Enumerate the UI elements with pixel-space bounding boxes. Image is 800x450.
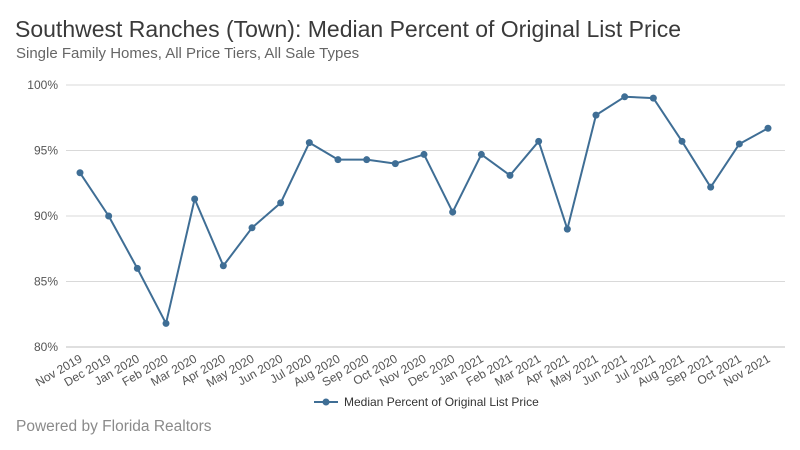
data-point[interactable] (707, 183, 715, 191)
y-tick-label: 80% (34, 340, 58, 354)
data-point[interactable] (621, 93, 629, 101)
data-point[interactable] (563, 225, 571, 233)
data-point[interactable] (191, 195, 199, 203)
data-point[interactable] (219, 262, 227, 270)
data-point[interactable] (133, 264, 141, 272)
y-axis: 80% 85% 90% 95% 100% (27, 78, 58, 354)
data-point[interactable] (735, 140, 743, 148)
y-tick-label: 90% (34, 209, 58, 223)
data-point[interactable] (506, 171, 514, 179)
data-point[interactable] (649, 94, 657, 102)
y-tick-label: 100% (27, 78, 58, 92)
data-point[interactable] (592, 111, 600, 119)
footer-credit: Powered by Florida Realtors (16, 418, 212, 435)
data-point[interactable] (305, 139, 313, 147)
series-median-percent (76, 93, 772, 327)
chart-title: Southwest Ranches (Town): Median Percent… (15, 16, 682, 42)
legend[interactable]: Median Percent of Original List Price (314, 395, 539, 409)
data-point[interactable] (277, 199, 285, 207)
data-point[interactable] (764, 124, 772, 132)
data-point[interactable] (391, 160, 399, 168)
data-point[interactable] (363, 156, 371, 164)
data-point[interactable] (105, 212, 113, 220)
data-point[interactable] (334, 156, 342, 164)
grid-lines (66, 84, 785, 348)
data-point[interactable] (449, 208, 457, 216)
legend-label[interactable]: Median Percent of Original List Price (344, 395, 539, 409)
data-point[interactable] (162, 319, 170, 327)
legend-marker (322, 398, 330, 406)
series-line (79, 95, 769, 325)
data-point[interactable] (477, 150, 485, 158)
data-point[interactable] (76, 169, 84, 177)
data-point[interactable] (248, 224, 256, 232)
data-point[interactable] (420, 150, 428, 158)
data-point[interactable] (535, 137, 543, 145)
chart-subtitle: Single Family Homes, All Price Tiers, Al… (16, 45, 360, 62)
data-point[interactable] (678, 137, 686, 145)
y-tick-label: 95% (34, 144, 58, 158)
y-tick-label: 85% (34, 275, 58, 289)
